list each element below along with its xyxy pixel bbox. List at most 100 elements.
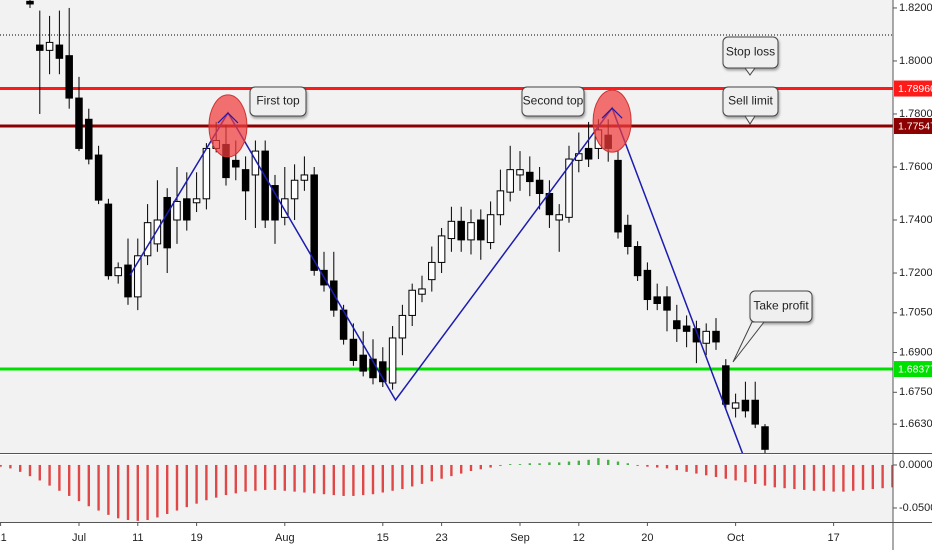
candle-body xyxy=(114,267,122,277)
histogram-bar xyxy=(156,464,159,518)
histogram-bar xyxy=(822,464,826,491)
histogram-bar xyxy=(832,464,835,492)
callout-pointer xyxy=(732,321,766,363)
callout-text: First top xyxy=(256,94,300,108)
histogram-bar xyxy=(509,464,512,465)
histogram-bar xyxy=(332,464,335,496)
x-tick-label: 20 xyxy=(641,532,653,544)
candle-body xyxy=(281,198,289,218)
histogram-bar xyxy=(273,464,277,490)
histogram-bar xyxy=(9,464,12,469)
histogram-bar xyxy=(303,464,306,493)
histogram-bar xyxy=(597,458,600,465)
candle-body xyxy=(555,214,563,221)
callout-box xyxy=(749,290,813,323)
candle-body xyxy=(104,203,113,277)
x-tick-label: 17 xyxy=(827,532,839,544)
candle-body xyxy=(565,158,573,218)
candle-body xyxy=(251,150,260,176)
candle-body xyxy=(428,261,436,281)
histogram-bar xyxy=(548,462,551,465)
histogram-bar xyxy=(165,464,169,515)
histogram-bar xyxy=(28,464,32,477)
candle-body xyxy=(653,296,661,305)
price-level-tag xyxy=(894,80,932,97)
histogram-bar xyxy=(175,464,179,511)
y-tick-label: 1.82000 xyxy=(899,2,932,14)
histogram-bar xyxy=(744,464,747,483)
callout-box xyxy=(521,86,585,117)
histogram-bar xyxy=(254,464,257,491)
histogram-bar xyxy=(342,464,345,496)
candle-body xyxy=(702,330,710,344)
candle-body xyxy=(124,264,132,298)
histogram-bar xyxy=(460,464,463,474)
histogram-bar xyxy=(361,464,365,496)
candle-body xyxy=(134,255,142,298)
candle-body xyxy=(614,159,622,233)
histogram-bar xyxy=(391,464,394,491)
histogram-bar xyxy=(214,464,218,498)
histogram-bar xyxy=(146,464,149,521)
histogram-bar xyxy=(283,464,286,491)
top-arrow xyxy=(217,112,239,124)
y-tick-label: 1.76000 xyxy=(899,161,932,173)
histogram-bar xyxy=(724,464,728,479)
candle-body xyxy=(310,174,318,271)
callout: First top xyxy=(249,86,307,117)
candle-body xyxy=(359,354,367,372)
histogram-bar xyxy=(773,464,777,488)
histogram-bar xyxy=(871,464,875,490)
candle-body xyxy=(36,44,44,51)
histogram-bar xyxy=(185,464,188,508)
histogram-bar xyxy=(528,463,532,465)
histogram-bar xyxy=(567,461,571,465)
histogram-bar xyxy=(371,464,375,495)
histogram-bar xyxy=(97,464,100,511)
histogram-bar xyxy=(803,464,806,490)
price-level-label: 1.68377 xyxy=(898,363,932,375)
histogram-bar xyxy=(107,464,110,515)
candle-body xyxy=(722,365,730,405)
candle-body xyxy=(506,169,514,193)
x-tick-label: Jul xyxy=(72,532,86,544)
y-tick-label: 1.67500 xyxy=(899,386,932,398)
candle-body xyxy=(65,55,73,99)
histogram-bar xyxy=(420,464,424,484)
histogram-bar xyxy=(587,459,590,465)
x-tick-label: 11 xyxy=(132,532,143,544)
top-arrow xyxy=(601,107,623,119)
histogram-bar xyxy=(763,464,767,486)
histogram-bar xyxy=(430,464,433,482)
histogram-bar xyxy=(469,464,473,471)
histogram-bar xyxy=(626,463,630,465)
histogram-bar xyxy=(126,464,130,521)
histogram-bar xyxy=(714,464,718,478)
x-tick-label: 15 xyxy=(377,532,389,544)
candle-body xyxy=(261,150,269,221)
candle-body xyxy=(643,269,652,301)
candle-body xyxy=(437,235,446,263)
histogram-bar xyxy=(312,464,316,494)
candle-body xyxy=(447,220,456,240)
candle-body xyxy=(486,214,495,244)
x-tick-label: 21 xyxy=(0,532,7,544)
callout-text: Take profit xyxy=(753,299,809,313)
histogram-bar xyxy=(646,464,649,467)
histogram-bar xyxy=(636,464,639,466)
price-level-label: 1.78960 xyxy=(898,83,932,95)
histogram-bar xyxy=(322,464,326,495)
callout: Take profit xyxy=(732,290,813,363)
y-tick-label: 1.78000 xyxy=(899,108,932,120)
histogram-bar xyxy=(499,464,502,466)
y-tick-label: 1.80000 xyxy=(899,55,932,67)
y-tick-label: 1.69000 xyxy=(899,346,932,358)
y-tick-label: 1.70500 xyxy=(899,307,932,319)
top-highlight xyxy=(592,89,632,153)
candle-body xyxy=(633,246,642,277)
histogram-bar xyxy=(263,464,267,490)
histogram-bar xyxy=(0,464,2,467)
candle-body xyxy=(202,147,211,200)
candle-body xyxy=(457,220,465,241)
histogram-bar xyxy=(352,464,355,496)
